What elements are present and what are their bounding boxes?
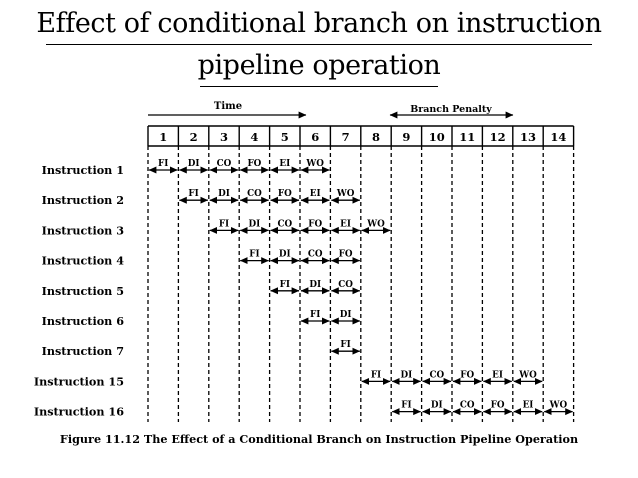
cycle-number: 7: [342, 130, 350, 144]
stage-label: FO: [491, 401, 505, 411]
instruction-label: Instruction 15: [34, 374, 124, 388]
stage-label: CO: [338, 280, 353, 290]
cycle-grid-lines: [147, 146, 575, 422]
stage-label: FI: [371, 370, 381, 380]
stage-label: WO: [305, 159, 324, 169]
top-annotations: Time Branch Penalty: [148, 101, 514, 119]
stage-label: CO: [429, 370, 444, 380]
instruction-label: Instruction 2: [42, 193, 124, 207]
stage-label: CO: [247, 189, 262, 199]
slide-title-line-1: Effect of conditional branch on instruct…: [36, 8, 602, 39]
stage-label: DI: [188, 159, 200, 169]
stage-label: FI: [249, 250, 259, 260]
stage-label: FI: [401, 401, 411, 411]
stage-label: FO: [460, 370, 474, 380]
stage-label: DI: [431, 401, 443, 411]
cycle-number: 8: [372, 130, 380, 144]
stage-label: FO: [339, 250, 353, 260]
stage-label: DI: [218, 189, 230, 199]
cycle-number: 13: [520, 130, 536, 144]
cycle-number: 1: [159, 130, 167, 144]
instruction-label: Instruction 1: [42, 163, 124, 177]
stage-label: WO: [366, 219, 385, 229]
stage-label: DI: [340, 310, 352, 320]
cycle-number: 6: [311, 130, 319, 144]
cycle-number: 5: [281, 130, 289, 144]
figure-caption: Figure 11.12 The Effect of a Conditional…: [59, 432, 579, 446]
stage-label: CO: [217, 159, 232, 169]
instruction-label: Instruction 7: [42, 344, 124, 358]
slide-title-line-2: pipeline operation: [197, 50, 441, 81]
stage-label: FO: [247, 159, 261, 169]
stage-label: EI: [492, 370, 503, 380]
stage-label: EI: [340, 219, 351, 229]
stage-label: EI: [523, 401, 534, 411]
instruction-label: Instruction 6: [42, 314, 125, 328]
stage-label: WO: [549, 401, 568, 411]
branch-penalty-label: Branch Penalty: [410, 104, 492, 115]
stage-label: DI: [249, 219, 261, 229]
stage-label: FI: [280, 280, 290, 290]
stage-label: FI: [340, 340, 350, 350]
instruction-label: Instruction 4: [42, 254, 125, 268]
stage-label: FI: [158, 159, 168, 169]
cycle-number: 4: [250, 130, 258, 144]
instruction-label: Instruction 16: [34, 405, 124, 419]
cycle-number: 11: [459, 130, 475, 144]
stage-label: DI: [309, 280, 321, 290]
instruction-rows: Instruction 1 FI DI CO FO EI WO Instruction 2 FI…: [34, 159, 573, 419]
cycle-header-row: 1 2 3 4 5 6 7 8 9 10 11 12 13 14: [147, 125, 575, 147]
stage-label: EI: [310, 189, 321, 199]
stage-label: FO: [308, 219, 322, 229]
instruction-label: Instruction 5: [42, 284, 124, 298]
cycle-number: 10: [429, 130, 445, 144]
stage-label: FI: [188, 189, 198, 199]
title-underline-1: [46, 44, 592, 45]
stage-label: FI: [219, 219, 229, 229]
cycle-number: 9: [402, 130, 410, 144]
stage-label: FI: [310, 310, 320, 320]
stage-label: DI: [401, 370, 413, 380]
stage-label: CO: [460, 401, 475, 411]
time-label: Time: [214, 101, 242, 112]
instruction-label: Instruction 3: [42, 223, 125, 237]
cycle-number: 2: [190, 130, 198, 144]
stage-label: CO: [308, 250, 323, 260]
stage-label: WO: [336, 189, 355, 199]
cycle-number: 12: [490, 130, 506, 144]
stage-label: WO: [518, 370, 537, 380]
cycle-number: 14: [550, 130, 566, 144]
cycle-number: 3: [220, 130, 228, 144]
title-underline-2: [200, 86, 438, 87]
stage-label: CO: [277, 219, 292, 229]
stage-label: DI: [279, 250, 291, 260]
stage-label: FO: [278, 189, 292, 199]
stage-label: EI: [279, 159, 290, 169]
